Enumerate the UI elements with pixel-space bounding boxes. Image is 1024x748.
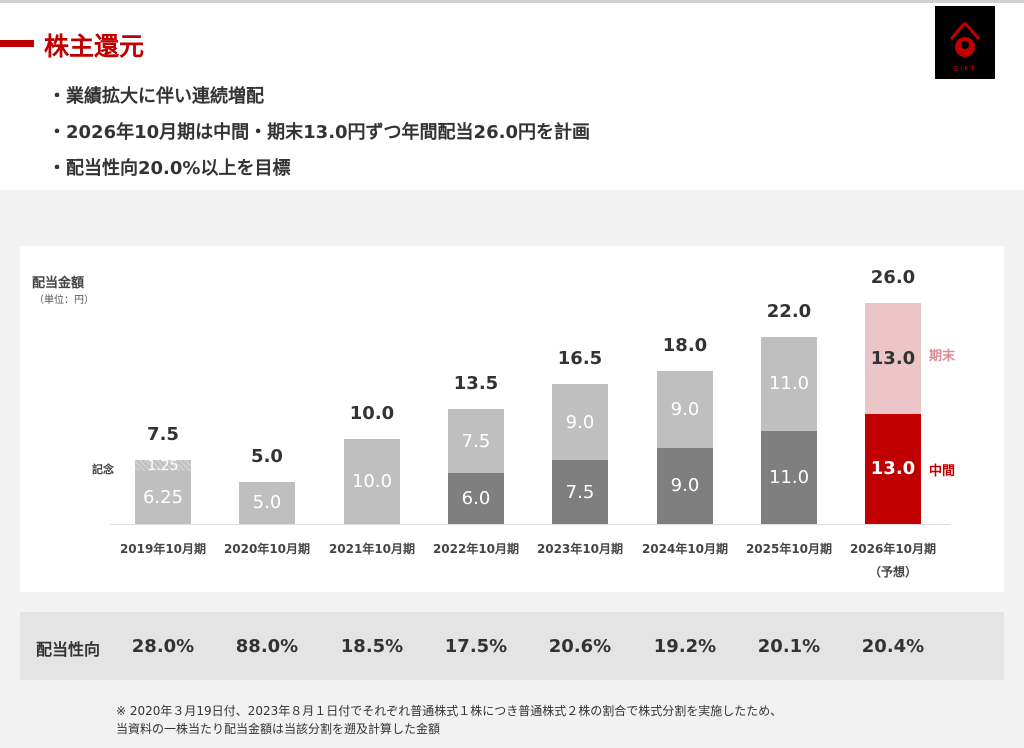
side-label-commemorative: 記念 (92, 463, 114, 476)
bar-segment-annual: 10.0 (344, 439, 400, 524)
side-label-final: 期末 (929, 349, 956, 364)
bar-2023年10月期: 7.5 9.0 (552, 383, 608, 524)
payout-ratio-label: 配当性向 (36, 640, 101, 659)
bar-total-label: 13.5 (453, 373, 499, 395)
bar-segment-interim: 9.0 (657, 447, 713, 524)
side-label-interim: 中間 (929, 464, 956, 479)
bar-total-label: 18.0 (662, 335, 708, 356)
bar-total-label: 22.0 (766, 301, 812, 322)
payout-ratio-value: 20.1% (757, 636, 821, 657)
logo-mark-icon (949, 22, 981, 57)
payout-ratio-value: 20.4% (861, 636, 925, 657)
payout-ratio-value: 19.2% (653, 636, 717, 657)
x-tick-label: 2026年10月期 (849, 542, 937, 556)
payout-ratio-value: 88.0% (235, 636, 299, 657)
page-title: 株主還元 (44, 32, 145, 61)
company-logo: GIFT (935, 6, 995, 79)
payout-ratio-value: 17.5% (444, 636, 508, 657)
x-tick-label: 2019年10月期 (119, 542, 207, 556)
bar-segment-forecast_interim: 13.0 (865, 413, 921, 524)
bar-segment-interim: 6.0 (448, 473, 504, 524)
bar-total-label: 7.5 (147, 424, 179, 446)
logo-text: GIFT (953, 65, 977, 73)
chart-panel (20, 246, 1004, 592)
chart-baseline (110, 524, 950, 525)
payout-ratio-value: 18.5% (340, 636, 404, 657)
footnote-line: ※ 2020年３月19日付、2023年８月１日付でそれぞれ普通株式１株につき普通… (116, 704, 783, 718)
x-tick-label: 2022年10月期 (432, 542, 520, 556)
x-tick-label: 2020年10月期 (223, 542, 311, 556)
bar-2024年10月期: 9.0 9.0 (657, 371, 713, 524)
bar-segment-annual: 5.0 (239, 481, 295, 524)
payout-ratio-value: 28.0% (131, 636, 195, 657)
bar-segment-forecast_final: 13.0 (865, 303, 921, 414)
bar-2022年10月期: 6.0 7.5 (448, 409, 504, 524)
bar-2021年10月期: 10.0 (344, 439, 400, 524)
title-accent-bar (0, 40, 34, 47)
chart-unit: （単位：円） (34, 295, 94, 306)
bar-segment-final: 7.5 (448, 409, 504, 473)
x-tick-label: 2025年10月期 (745, 542, 833, 556)
bar-segment-final: 9.0 (657, 371, 713, 448)
bar-total-label: 16.5 (557, 347, 603, 369)
bar-segment-commemorative: 1.25 (135, 458, 191, 474)
bar-segment-interim: 7.5 (552, 460, 608, 524)
x-tick-label: 2024年10月期 (641, 542, 729, 556)
bar-2019年10月期: 6.25 1.25 (135, 458, 191, 524)
footnote: ※ 2020年３月19日付、2023年８月１日付でそれぞれ普通株式１株につき普通… (116, 702, 782, 738)
x-tick-label: 2021年10月期 (328, 542, 416, 556)
bullet-item: 2026年10月期は中間・期末13.0円ずつ年間配当26.0円を計画 (48, 121, 590, 157)
payout-ratio-value: 20.6% (548, 636, 612, 657)
footnote-line: 当資料の一株当たり配当金額は当該分割を遡及計算した金額 (116, 722, 441, 736)
header-area: 株主還元 GIFT 業績拡大に伴い連続増配 2026年10月期は中間・期末13.… (0, 0, 1024, 190)
bar-total-label: 10.0 (349, 403, 395, 424)
bar-total-label: 26.0 (870, 267, 916, 288)
bar-segment-interim: 11.0 (761, 430, 817, 524)
bar-total-label: 5.0 (251, 445, 283, 467)
bullet-item: 配当性向20.0%以上を目標 (48, 157, 590, 193)
bullet-list: 業績拡大に伴い連続増配 2026年10月期は中間・期末13.0円ずつ年間配当26… (48, 85, 590, 193)
bar-2025年10月期: 11.0 11.0 (761, 337, 817, 524)
bar-segment-annual: 6.25 (135, 470, 191, 524)
bar-segment-final: 9.0 (552, 383, 608, 461)
bar-2020年10月期: 5.0 (239, 481, 295, 524)
bar-2026年10月期: 13.0 13.0 (865, 303, 921, 524)
payout-ratio-band (20, 612, 1004, 680)
x-tick-label: 2023年10月期 (536, 542, 624, 556)
forecast-note: （予想） (868, 565, 917, 579)
bullet-item: 業績拡大に伴い連続増配 (48, 85, 590, 121)
chart-title: 配当金額 (32, 276, 85, 291)
bar-segment-final: 11.0 (761, 337, 817, 431)
